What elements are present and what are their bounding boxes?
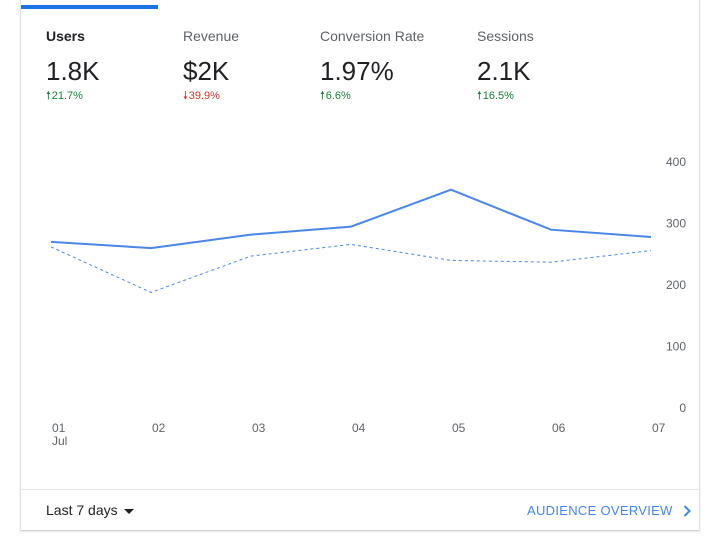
date-range-dropdown[interactable]: Last 7 days bbox=[46, 501, 134, 519]
metric-change: 🠕16.5% bbox=[477, 90, 534, 103]
metric-label: Sessions bbox=[477, 28, 534, 44]
tab-users[interactable]: Users 1.8K 🠕21.7% bbox=[46, 27, 100, 103]
metric-value: 2.1K bbox=[477, 56, 531, 86]
series-line-comparison bbox=[50, 243, 652, 293]
metric-change: 🠗39.9% bbox=[183, 90, 239, 103]
chevron-right-icon[interactable] bbox=[680, 504, 694, 518]
metric-change-value: 16.5% bbox=[482, 90, 514, 102]
metric-label: Users bbox=[46, 28, 85, 44]
metric-change: 🠕21.7% bbox=[46, 90, 100, 103]
y-tick-label: 200 bbox=[666, 278, 686, 292]
metric-label: Conversion Rate bbox=[320, 28, 425, 44]
tab-sessions[interactable]: Sessions 2.1K 🠕16.5% bbox=[477, 27, 534, 103]
metric-label: Revenue bbox=[183, 28, 240, 44]
arrow-up-icon: 🠕 bbox=[477, 90, 482, 102]
x-tick-label: 04 bbox=[352, 421, 366, 435]
footer-divider bbox=[21, 489, 699, 490]
metric-change-value: 6.6% bbox=[325, 90, 351, 102]
users-line-chart: 0 100 200 300 400 01 02 03 04 05 06 07 Jul bbox=[50, 155, 686, 448]
arrow-down-icon: 🠗 bbox=[183, 90, 188, 102]
metric-value: $2K bbox=[183, 56, 230, 86]
metric-change-value: 21.7% bbox=[51, 90, 83, 102]
metric-change: 🠕6.6% bbox=[320, 90, 424, 103]
y-tick-label: 0 bbox=[679, 401, 686, 415]
arrow-up-icon: 🠕 bbox=[46, 90, 51, 102]
metric-value: 1.8K bbox=[46, 56, 100, 86]
y-tick-label: 100 bbox=[666, 340, 686, 354]
y-tick-label: 400 bbox=[666, 155, 686, 169]
date-range-label: Last 7 days bbox=[46, 502, 118, 518]
x-tick-label: 03 bbox=[252, 421, 266, 435]
audience-overview-link[interactable]: AUDIENCE OVERVIEW bbox=[527, 503, 673, 518]
x-tick-label: 02 bbox=[152, 421, 166, 435]
audience-overview-card: Users 1.8K 🠕21.7% Revenue $2K 🠗39.9% Con… bbox=[20, 0, 700, 531]
x-tick-label: 06 bbox=[552, 421, 566, 435]
arrow-up-icon: 🠕 bbox=[320, 90, 325, 102]
caret-down-icon bbox=[123, 508, 134, 514]
x-tick-label: 05 bbox=[452, 421, 466, 435]
active-tab-indicator bbox=[21, 5, 158, 9]
x-tick-label: 07 bbox=[652, 421, 666, 435]
metric-change-value: 39.9% bbox=[188, 90, 220, 102]
tab-conversion-rate[interactable]: Conversion Rate 1.97% 🠕6.6% bbox=[320, 27, 424, 103]
x-tick-label: 01 bbox=[52, 421, 66, 435]
tab-revenue[interactable]: Revenue $2K 🠗39.9% bbox=[183, 27, 239, 103]
metric-value: 1.97% bbox=[320, 56, 394, 86]
series-line-current bbox=[50, 188, 652, 250]
x-month-label: Jul bbox=[52, 434, 67, 448]
y-tick-label: 300 bbox=[666, 217, 686, 231]
